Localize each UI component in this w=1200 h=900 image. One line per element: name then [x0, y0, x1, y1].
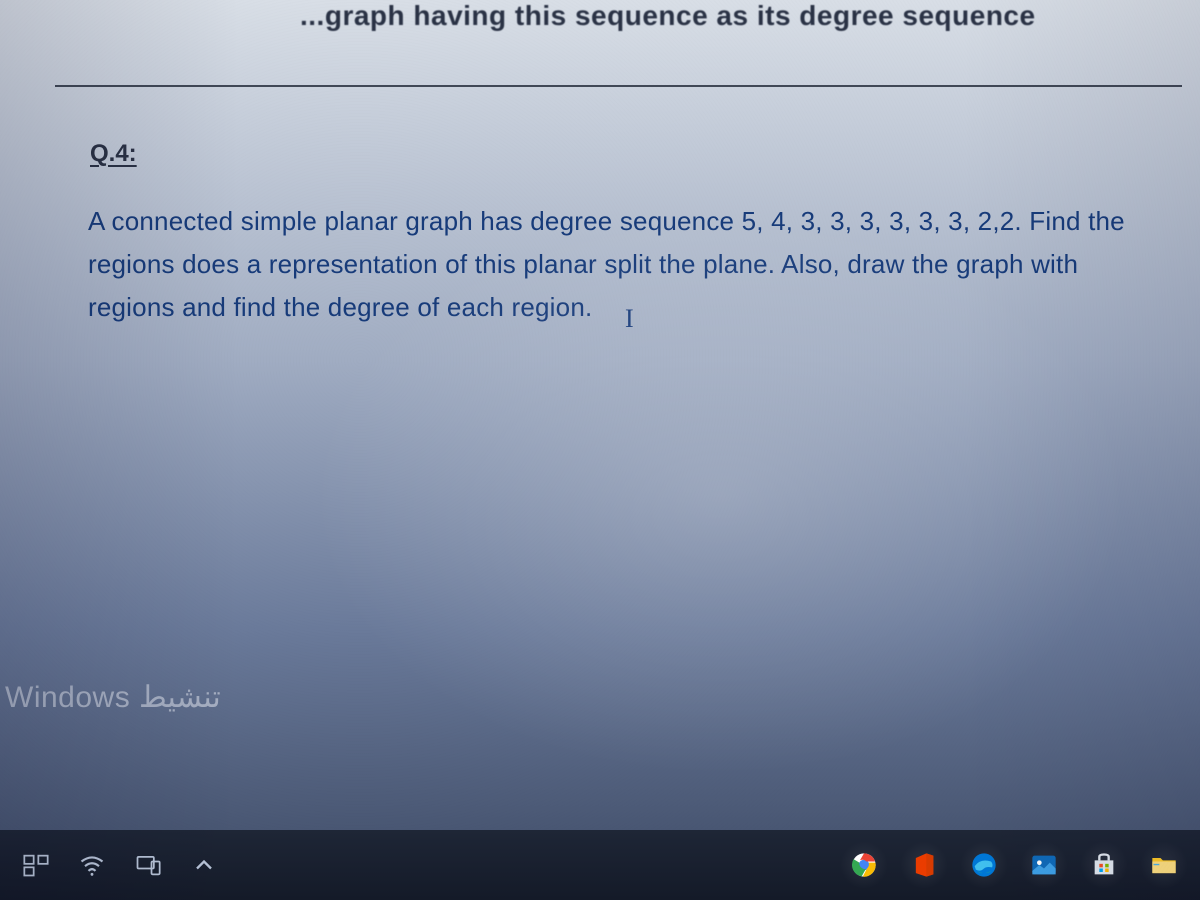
- taskbar-left-cluster: [12, 841, 228, 889]
- previous-question-fragment: ...graph having this sequence as its deg…: [300, 0, 1185, 32]
- taskbar: [0, 830, 1200, 900]
- horizontal-rule: [55, 85, 1182, 87]
- chevron-up-icon[interactable]: [180, 841, 228, 889]
- devices-icon[interactable]: [124, 841, 172, 889]
- question-label: Q.4:: [90, 140, 137, 168]
- wifi-icon[interactable]: [68, 841, 116, 889]
- windows-watermark: Windows تنشيط: [5, 680, 221, 715]
- chrome-icon[interactable]: [840, 841, 888, 889]
- watermark-en: Windows: [5, 681, 130, 714]
- taskbar-right-cluster: [840, 841, 1188, 889]
- text-cursor-mark: I: [625, 304, 634, 334]
- office-icon[interactable]: [900, 841, 948, 889]
- document-area: ...graph having this sequence as its deg…: [0, 0, 1200, 820]
- photos-icon[interactable]: [1020, 841, 1068, 889]
- explorer-icon[interactable]: [1140, 841, 1188, 889]
- task-view-icon[interactable]: [12, 841, 60, 889]
- edge-icon[interactable]: [960, 841, 1008, 889]
- watermark-ar: تنشيط: [139, 681, 221, 714]
- store-icon[interactable]: [1080, 841, 1128, 889]
